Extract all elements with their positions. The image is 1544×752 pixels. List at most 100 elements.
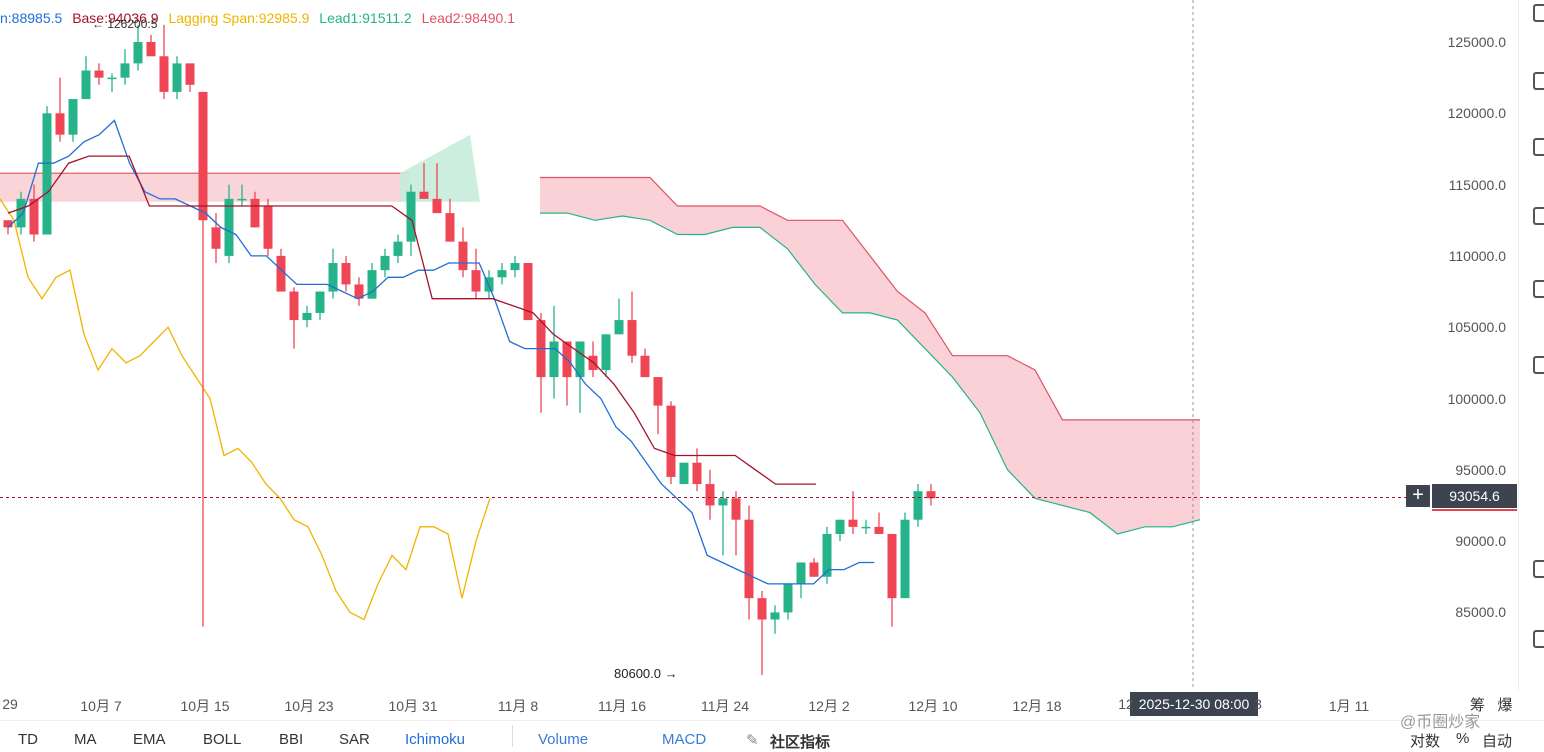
indicator-bar: TD MA EMA BOLL BBI SAR Ichimoku Volume M… [0,720,1544,751]
tab-boll[interactable]: BOLL [203,731,242,748]
candle-body [653,377,663,406]
chips-button[interactable]: 筹 爆 [1470,694,1513,715]
price-tick: 115000.0 [1448,176,1506,193]
watermark: @币圈炒家 [1400,714,1481,731]
percent-toggle[interactable]: % [1456,730,1470,747]
candle-body [913,491,923,520]
candle-body [822,533,832,577]
legend-conversion: n:88985.5 [0,10,63,26]
candle-body [809,562,819,577]
tab-td[interactable]: TD [18,731,38,748]
home-icon[interactable] [1533,72,1544,90]
add-alert-button[interactable]: + [1406,485,1430,507]
candle-body [783,583,793,613]
calendar-icon[interactable] [1533,207,1544,225]
candle-body [874,526,884,534]
log-scale-toggle[interactable]: 对数 [1410,733,1441,750]
candle-body [224,198,234,256]
community-indicators[interactable]: 社区指标 [770,734,831,751]
candle-body [731,498,741,520]
price-tick: 125000.0 [1447,34,1506,50]
screen-icon[interactable] [1533,138,1544,156]
candle-body [302,312,312,321]
lead1-line [540,212,1201,535]
candle-body [510,263,520,271]
date-tick: 11月 24 [701,698,749,714]
candle-body [848,519,858,527]
candle-body [627,320,637,356]
candle-body [68,99,78,135]
candle-body [419,191,429,199]
candle-body [757,598,767,620]
date-tick: 10月 7 [80,698,122,714]
candle-body [601,334,611,370]
divider [512,725,513,747]
candle-body [354,284,364,299]
tab-ema[interactable]: EMA [133,731,166,748]
candle-body [198,91,208,221]
candle-body [172,63,182,92]
date-tick: 3 [1254,696,1262,712]
crosshair-time-label: 2025-12-30 08:00 [1130,692,1258,716]
cloud-bullish [400,134,480,202]
chips-label: 筹 [1470,697,1486,714]
candle-body [705,484,715,506]
lead2-line [540,176,1200,421]
burst-label: 爆 [1497,697,1513,714]
price-chart[interactable] [0,0,1518,690]
date-tick: 10月 15 [180,698,230,714]
candle-body [926,491,936,499]
date-tick: 11月 8 [497,698,539,714]
candle-body [445,213,455,242]
candle-body [185,63,195,85]
edit-icon[interactable]: ✎ [746,732,759,749]
candle-body [406,191,416,242]
date-tick: 10月 23 [284,698,334,714]
candle-body [289,291,299,321]
indicator-legend: n:88985.5 Base:94036.9 Lagging Span:9298… [0,10,521,26]
low-price-label: 80600.0 → [614,666,678,681]
settings-icon[interactable] [1533,280,1544,298]
candle-body [16,198,26,228]
cloud-bearish [540,177,1200,534]
candle-body [640,355,650,378]
refresh-icon[interactable] [1533,630,1544,648]
candle-body [42,113,52,235]
candle-body [237,198,247,201]
gauge-icon[interactable] [1533,356,1544,374]
candle-body [107,77,117,80]
candle-body [549,341,559,378]
candle-body [94,70,104,78]
tab-sar[interactable]: SAR [339,731,370,748]
tab-volume[interactable]: Volume [538,731,589,748]
tool-icon[interactable] [1533,4,1544,22]
tab-ichimoku[interactable]: Ichimoku [405,731,466,748]
candle-body [250,198,260,228]
candle-body [146,42,156,57]
document-icon[interactable] [1533,560,1544,578]
date-tick: 10月 31 [388,698,438,714]
legend-lead1: Lead1:91511.2 [319,10,412,26]
candle-body [497,270,507,278]
auto-toggle[interactable]: 自动 [1482,733,1513,750]
date-tick: 1月 11 [1328,698,1370,714]
high-marker: ← 126200.5 [92,17,158,31]
candle-body [900,519,910,599]
candle-body [380,255,390,271]
candle-body [692,462,702,485]
candle-body [315,291,325,313]
tab-ma[interactable]: MA [74,731,97,748]
candle-body [263,205,273,249]
candle-body [341,263,351,285]
price-tick: 100000.0 [1447,390,1506,407]
candle-body [471,270,481,292]
candle-body [796,562,806,584]
tab-bbi[interactable]: BBI [279,731,304,748]
candle-body [887,533,897,599]
tab-macd[interactable]: MACD [662,731,707,748]
candle-body [679,462,689,485]
price-tick: 90000.0 [1455,533,1506,550]
date-tick: 12月 10 [908,698,958,714]
candle-body [770,612,780,620]
candle-body [328,263,338,292]
